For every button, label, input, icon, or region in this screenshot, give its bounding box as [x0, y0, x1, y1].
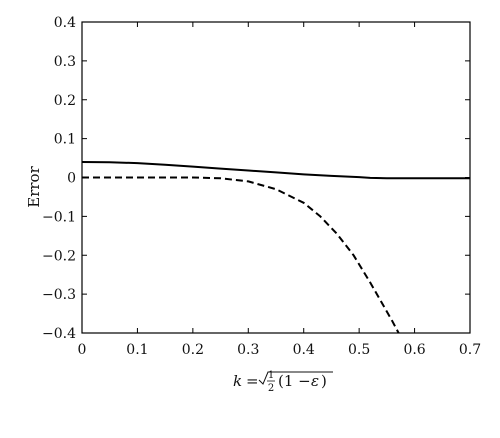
y-tick-label: 0.1: [54, 132, 76, 148]
x-label-open: (1 −: [278, 372, 311, 390]
y-tick-label: 0.3: [54, 54, 76, 70]
x-label-frac-num: 1: [268, 370, 274, 381]
x-tick-label: 0: [78, 342, 87, 358]
x-tick-label: 0.3: [237, 342, 259, 358]
y-tick-label: 0.4: [54, 15, 76, 31]
series-line-solid: [82, 161, 470, 180]
y-axis-label: Error: [25, 165, 43, 207]
y-tick-label: −0.1: [42, 209, 76, 225]
x-label-k: k: [233, 372, 242, 390]
ticks-layer: 0 0.1 0.2 0.3 0.4 0.5 0.6 0.7 0.4 0.3 0.2 0.1 0 −0.1 −…: [42, 15, 481, 358]
series-line-dashed: [82, 176, 400, 333]
y-tick-label: 0.2: [54, 93, 76, 109]
x-tick-label: 0.5: [348, 342, 370, 358]
x-label-close: ): [321, 372, 327, 390]
sqrt-sign: [258, 371, 333, 385]
y-tick-label: −0.2: [42, 248, 76, 264]
x-tick-label: 0.6: [403, 342, 425, 358]
x-label-frac-den: 2: [268, 383, 274, 394]
x-label-equals: =: [246, 372, 259, 390]
x-tick-label: 0.1: [126, 342, 148, 358]
series-layer: [82, 161, 470, 333]
x-axis-label: k = 1 2 (1 − ε ): [233, 370, 333, 394]
y-tick-label: −0.4: [42, 326, 76, 342]
y-tick-label: −0.3: [42, 287, 76, 303]
x-tick-label: 0.4: [293, 342, 315, 358]
x-tick-label: 0.2: [182, 342, 204, 358]
x-label-epsilon: ε: [311, 372, 319, 390]
x-tick-label: 0.7: [459, 342, 481, 358]
y-tick-label: 0: [67, 171, 76, 187]
